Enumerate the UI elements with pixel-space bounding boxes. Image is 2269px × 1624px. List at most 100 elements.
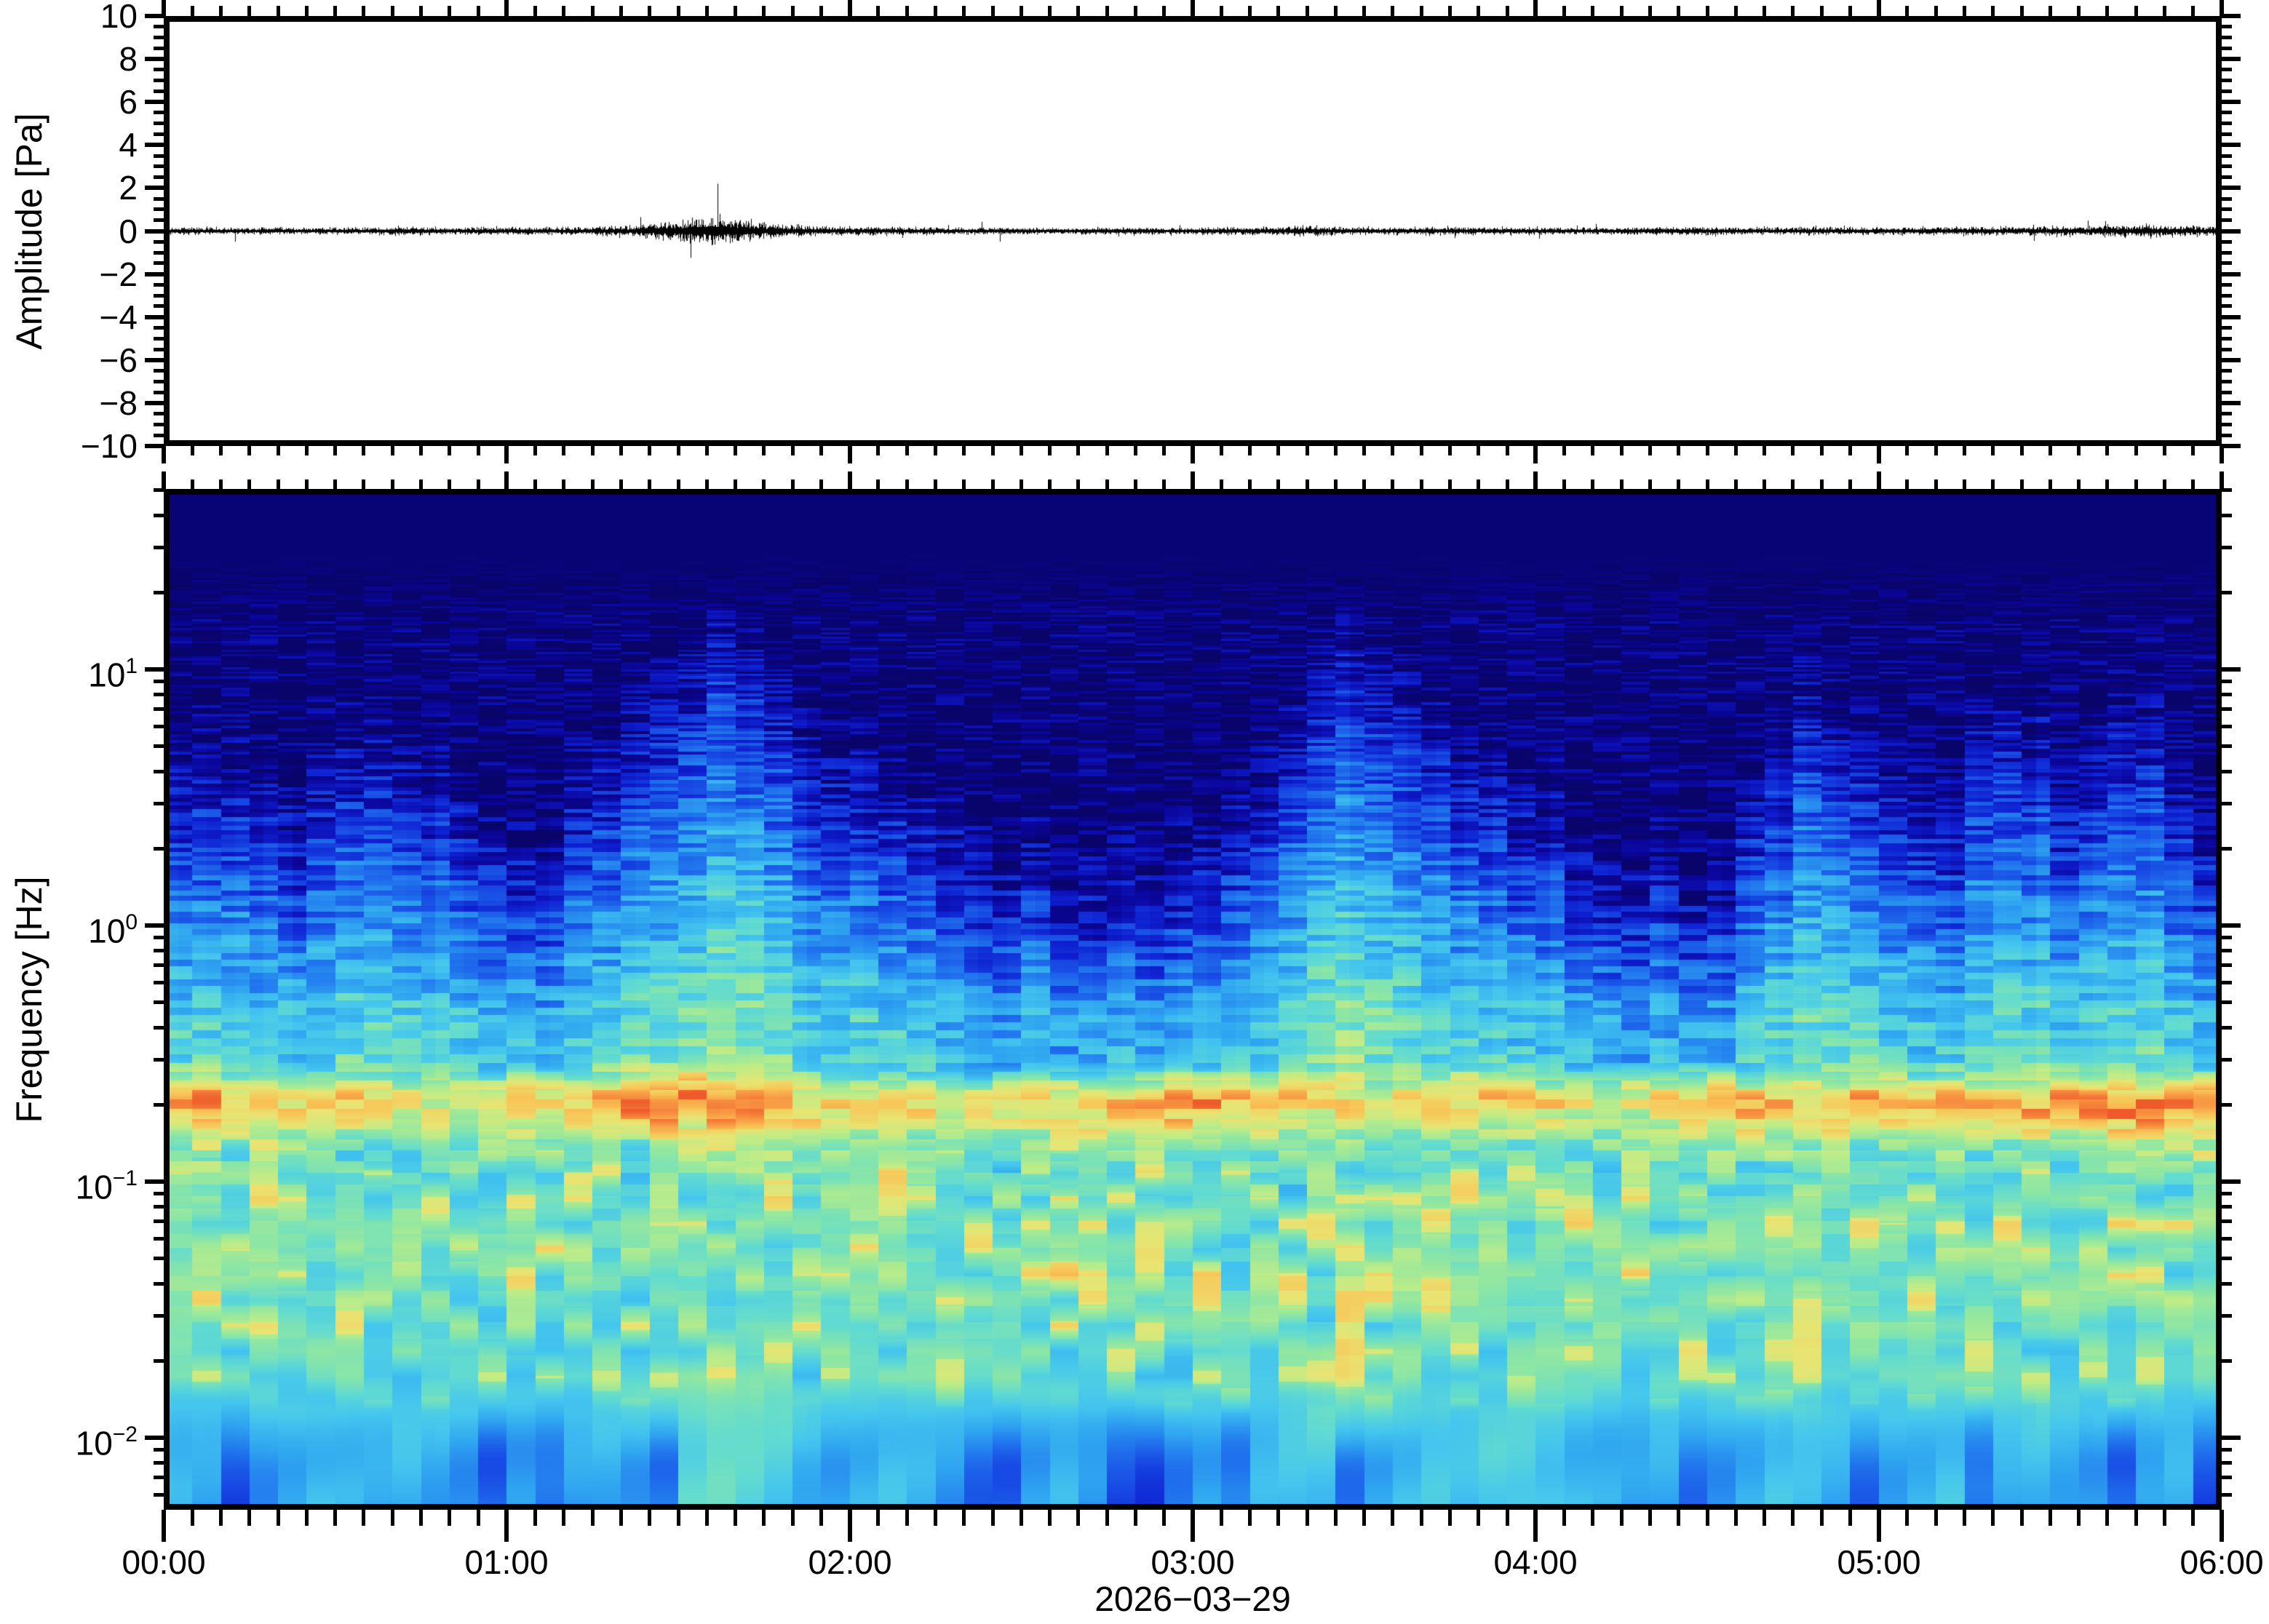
axis-tick <box>1934 479 1938 489</box>
axis-tick <box>2222 725 2232 728</box>
axis-tick <box>2020 446 2024 455</box>
axis-tick <box>277 1510 280 1526</box>
axis-tick <box>1076 446 1080 455</box>
axis-tick <box>154 1493 164 1497</box>
axis-tick <box>2222 1237 2232 1241</box>
axis-tick <box>2222 412 2232 415</box>
axis-tick <box>2222 240 2232 244</box>
axis-tick <box>934 446 937 455</box>
axis-tick <box>533 479 537 489</box>
axis-tick <box>1362 446 1366 455</box>
axis-tick <box>2222 358 2241 362</box>
axis-tick <box>145 667 164 672</box>
axis-tick <box>1905 446 1909 455</box>
axis-tick <box>277 6 280 16</box>
axis-tick <box>791 479 795 489</box>
axis-tick <box>2222 47 2232 50</box>
axis-tick <box>154 707 164 711</box>
axis-tick <box>1477 1510 1480 1526</box>
axis-tick <box>1306 6 1309 16</box>
axis-tick <box>2222 315 2241 319</box>
axis-tick <box>1620 446 1624 455</box>
axis-tick <box>962 1510 966 1526</box>
axis-tick <box>934 6 937 16</box>
axis-tick <box>2220 0 2224 16</box>
axis-tick <box>305 6 309 16</box>
axis-tick <box>247 1510 251 1526</box>
axis-tick <box>1334 1510 1338 1526</box>
axis-tick <box>305 479 309 489</box>
axis-tick <box>1877 446 1881 463</box>
axis-tick <box>648 446 651 455</box>
axis-tick <box>2222 591 2232 594</box>
axis-tick <box>1963 6 1966 16</box>
axis-tick <box>905 479 909 489</box>
axis-tick <box>1934 6 1938 16</box>
axis-tick <box>2222 1103 2232 1107</box>
axis-tick <box>477 479 480 489</box>
axis-tick <box>145 1179 164 1184</box>
axis-tick <box>1991 1510 1995 1526</box>
axis-tick <box>1677 446 1680 455</box>
axis-tick <box>619 446 623 455</box>
axis-tick <box>154 36 164 39</box>
axis-tick <box>154 434 164 437</box>
axis-tick <box>1220 6 1223 16</box>
axis-tick <box>2191 446 2195 455</box>
axis-tick <box>905 446 909 455</box>
frequency-tick-exponent: −2 <box>112 1422 138 1446</box>
axis-tick <box>1306 446 1309 455</box>
amplitude-tick-label: 10 <box>100 0 138 35</box>
axis-tick <box>2222 981 2232 984</box>
axis-tick <box>145 229 164 234</box>
axis-tick <box>1105 6 1109 16</box>
axis-tick <box>1991 446 1995 455</box>
axis-tick <box>1105 446 1109 455</box>
axis-tick <box>1791 1510 1795 1526</box>
axis-tick <box>2191 1510 2195 1526</box>
time-tick-label: 01:00 <box>464 1543 549 1581</box>
axis-tick <box>504 471 509 489</box>
axis-tick <box>154 391 164 394</box>
axis-tick <box>533 1510 537 1526</box>
axis-tick <box>162 0 166 16</box>
axis-tick <box>154 197 164 201</box>
axis-tick <box>154 380 164 383</box>
axis-tick <box>145 100 164 104</box>
axis-tick <box>1420 446 1423 455</box>
axis-tick <box>791 446 795 455</box>
axis-tick <box>154 1461 164 1465</box>
time-tick-label: 02:00 <box>808 1543 892 1581</box>
axis-tick <box>2222 111 2232 114</box>
axis-tick <box>191 6 194 16</box>
axis-tick <box>247 6 251 16</box>
axis-tick <box>2222 337 2232 341</box>
axis-tick <box>876 479 880 489</box>
axis-tick <box>154 283 164 287</box>
time-tick-label: 06:00 <box>2179 1543 2264 1581</box>
axis-tick <box>2222 1448 2232 1452</box>
axis-tick <box>2222 1436 2241 1440</box>
axis-tick <box>162 1510 166 1542</box>
axis-tick <box>848 0 852 16</box>
axis-tick <box>962 479 966 489</box>
time-tick-label: 05:00 <box>1837 1543 1921 1581</box>
amplitude-tick-label: 6 <box>119 83 138 121</box>
frequency-tick-label: 100 <box>88 910 138 950</box>
axis-tick <box>991 1510 995 1526</box>
axis-tick <box>1562 6 1566 16</box>
axis-tick <box>1763 6 1766 16</box>
axis-tick <box>2222 707 2232 711</box>
axis-tick <box>1620 479 1624 489</box>
axis-tick <box>154 1026 164 1030</box>
axis-tick <box>154 294 164 298</box>
axis-tick <box>2222 423 2232 426</box>
axis-tick <box>2077 446 2081 455</box>
axis-tick <box>2222 251 2232 255</box>
time-tick-label: 00:00 <box>122 1543 206 1581</box>
axis-tick <box>1820 1510 1824 1526</box>
axis-tick <box>905 6 909 16</box>
axis-tick <box>145 358 164 362</box>
axis-tick <box>762 479 766 489</box>
axis-tick <box>562 446 565 455</box>
